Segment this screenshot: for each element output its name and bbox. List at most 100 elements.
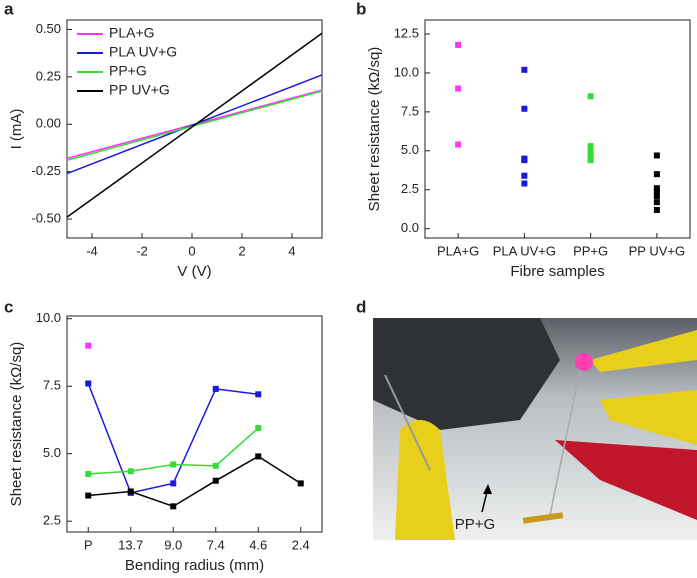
x-tick-label: 4.6: [249, 537, 267, 552]
marker: [85, 492, 92, 499]
x-tick-label: 4: [288, 243, 295, 258]
fibre: [522, 512, 564, 524]
point: [587, 157, 594, 164]
point: [455, 41, 462, 48]
arrowhead: [483, 484, 492, 494]
marker: [170, 503, 177, 510]
panel-label: d: [356, 297, 366, 316]
marker: [297, 480, 304, 487]
clip: [395, 420, 455, 540]
point: [455, 85, 462, 92]
wire: [549, 369, 581, 516]
x-tick-label: PLA UV+G: [493, 243, 556, 258]
point: [587, 93, 594, 100]
point: [653, 152, 660, 159]
panel-label: b: [356, 0, 366, 18]
y-axis-label: Sheet resistance (kΩ/sq): [366, 47, 383, 212]
plot-frame: [66, 19, 323, 239]
x-tick-label: -2: [136, 243, 148, 258]
clip: [600, 390, 697, 445]
y-tick-label: 12.5: [394, 25, 419, 40]
y-tick-label: 10.0: [394, 64, 419, 79]
marker: [170, 461, 177, 468]
legend-label: PP+G: [109, 63, 147, 79]
marker: [85, 380, 92, 387]
x-tick-label: 2.4: [292, 537, 310, 552]
marker: [255, 391, 262, 398]
y-tick-label: 0.25: [36, 68, 61, 83]
x-axis-label: Fibre samples: [510, 263, 604, 280]
x-tick-label: 2: [238, 243, 245, 258]
panel-label: c: [4, 297, 13, 316]
y-tick-label: 5.0: [401, 142, 419, 157]
marker: [212, 462, 219, 469]
point: [653, 199, 660, 206]
panel-label: a: [4, 0, 14, 18]
point: [521, 157, 528, 164]
series-line: [66, 74, 323, 175]
marker: [255, 453, 262, 460]
y-tick-label: 5.0: [43, 445, 61, 460]
point: [653, 185, 660, 192]
x-tick-label: 13.7: [118, 537, 143, 552]
series-line: [66, 32, 323, 218]
x-tick-label: PLA+G: [437, 243, 479, 258]
x-tick-label: PP UV+G: [629, 243, 685, 258]
x-axis-label: V (V): [177, 263, 211, 280]
x-tick-label: P: [84, 537, 93, 552]
legend-label: PP UV+G: [109, 82, 170, 98]
marker: [212, 477, 219, 484]
plot-frame: [66, 315, 323, 533]
x-tick-label: 7.4: [207, 537, 225, 552]
clip: [555, 440, 697, 520]
marker: [255, 425, 262, 432]
y-tick-label: 0.0: [401, 220, 419, 235]
marker: [127, 488, 134, 495]
x-tick-label: 9.0: [164, 537, 182, 552]
x-tick-label: 0: [188, 243, 195, 258]
annotation: PP+G: [455, 516, 495, 533]
y-tick-label: 10.0: [36, 310, 61, 325]
marker: [85, 470, 92, 477]
legend-label: PLA+G: [109, 25, 155, 41]
point: [521, 66, 528, 73]
x-tick-label: PP+G: [573, 243, 608, 258]
marker: [212, 385, 219, 392]
point: [587, 152, 594, 159]
point: [653, 206, 660, 213]
point: [587, 147, 594, 154]
x-axis-label: Bending radius (mm): [125, 557, 264, 573]
y-axis-label: I (mA): [8, 109, 25, 150]
x-tick-label: -4: [86, 243, 98, 258]
device: [373, 318, 560, 430]
photo: PP+G: [373, 318, 697, 540]
point: [521, 172, 528, 179]
marker: [127, 468, 134, 475]
y-tick-label: -0.25: [31, 163, 61, 178]
series-line: [88, 455, 302, 508]
wire: [384, 374, 431, 471]
point: [455, 141, 462, 148]
y-tick-label: 0.00: [36, 116, 61, 131]
led: [575, 353, 593, 371]
point: [653, 192, 660, 199]
legend-label: PLA UV+G: [109, 44, 177, 60]
series-line: [87, 383, 259, 494]
y-tick-label: 7.5: [401, 103, 419, 118]
y-tick-label: 2.5: [401, 181, 419, 196]
point: [587, 143, 594, 150]
point: [521, 180, 528, 187]
y-axis-label: Sheet resistance (kΩ/sq): [8, 342, 25, 507]
y-tick-label: 0.50: [36, 21, 61, 36]
y-tick-label: 2.5: [43, 513, 61, 528]
point: [653, 188, 660, 195]
y-tick-label: -0.50: [31, 210, 61, 225]
point: [653, 171, 660, 178]
marker: [85, 342, 92, 349]
y-tick-label: 7.5: [43, 378, 61, 393]
point: [521, 105, 528, 112]
marker: [170, 480, 177, 487]
plot-frame: [424, 19, 691, 239]
clip: [590, 330, 697, 372]
